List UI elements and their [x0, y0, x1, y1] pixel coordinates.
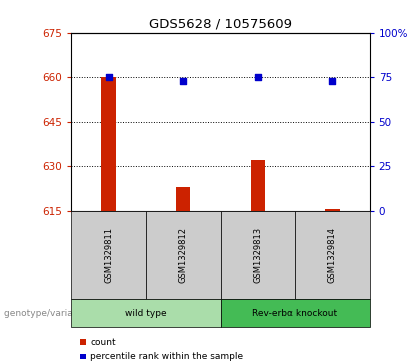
Text: percentile rank within the sample: percentile rank within the sample — [90, 352, 244, 361]
Bar — [325, 209, 339, 211]
Bar — [251, 160, 265, 211]
Bar — [102, 77, 116, 211]
Text: GSM1329814: GSM1329814 — [328, 227, 337, 283]
Point — [329, 78, 336, 83]
Text: GSM1329811: GSM1329811 — [104, 227, 113, 283]
Point — [180, 78, 186, 83]
Text: wild type: wild type — [125, 309, 167, 318]
Text: GSM1329813: GSM1329813 — [253, 227, 262, 283]
Title: GDS5628 / 10575609: GDS5628 / 10575609 — [149, 17, 292, 30]
Point — [255, 74, 261, 80]
Bar — [176, 187, 190, 211]
Text: count: count — [90, 338, 116, 347]
Point — [105, 74, 112, 80]
Text: GSM1329812: GSM1329812 — [179, 227, 188, 283]
Text: genotype/variation ▶: genotype/variation ▶ — [4, 309, 100, 318]
Text: Rev-erbα knockout: Rev-erbα knockout — [252, 309, 338, 318]
